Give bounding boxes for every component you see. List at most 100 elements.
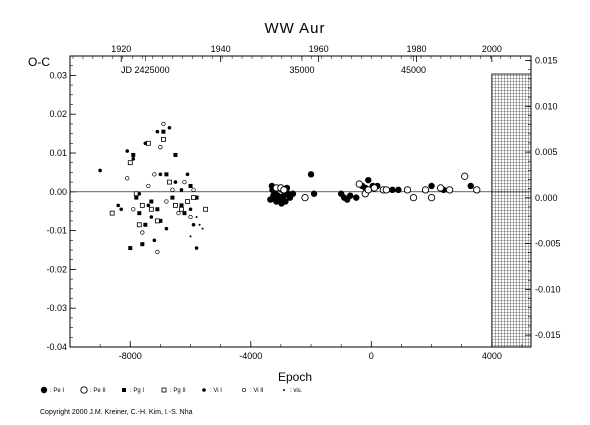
jd-label: 35000	[289, 65, 314, 75]
point-vis	[189, 235, 192, 238]
point-vi-ii	[164, 199, 169, 204]
right-y-tick-label: 0.005	[535, 147, 558, 157]
point-pe-i	[307, 171, 315, 178]
x-tick-label: 0	[369, 351, 374, 361]
point-pe-i	[310, 190, 318, 197]
y-tick-label: 0.03	[49, 70, 67, 80]
point-vi-i	[158, 172, 163, 177]
y-tick-label: 0.01	[49, 148, 67, 158]
y-tick-label: 0.02	[49, 109, 67, 119]
point-pg-i	[155, 207, 160, 212]
point-pg-i	[161, 129, 166, 134]
legend-symbol-filled-square	[122, 388, 126, 392]
point-pe-ii	[355, 180, 363, 188]
point-pe-ii	[301, 193, 309, 202]
right-y-tick-label: -0.015	[535, 330, 561, 340]
point-pg-i	[134, 195, 139, 200]
x-tick-label: -8000	[119, 351, 142, 361]
top-year-label: 1980	[406, 44, 426, 54]
point-vis	[201, 227, 204, 230]
point-vis	[198, 223, 201, 226]
legend-label: : Vi I	[210, 388, 222, 394]
point-pe-i	[389, 186, 396, 194]
point-pg-i	[173, 152, 178, 157]
y-tick-label: -0.03	[46, 303, 67, 313]
x-tick-label: 4000	[482, 351, 502, 361]
point-vi-i	[188, 207, 193, 212]
point-vi-ii	[152, 172, 157, 177]
point-pg-i	[188, 183, 193, 188]
point-pg-ii	[179, 206, 184, 212]
point-vis	[195, 216, 198, 219]
point-vi-ii	[125, 176, 130, 181]
right-y-tick-label: 0.010	[535, 101, 558, 111]
point-vi-ii	[176, 210, 181, 216]
point-vi-i	[98, 168, 102, 173]
y-axis-label: O-C	[28, 55, 50, 69]
point-vi-i	[143, 141, 148, 146]
top-year-label: 2000	[482, 44, 502, 54]
right-y-tick-label: -0.005	[535, 239, 561, 249]
point-pe-i	[395, 186, 402, 194]
x-tick-label: -4000	[239, 351, 262, 361]
point-vi-i	[155, 129, 160, 134]
legend-label: : vis.	[290, 388, 303, 394]
point-vi-i	[137, 191, 142, 196]
point-vi-ii	[158, 145, 163, 150]
point-vi-ii	[146, 183, 151, 189]
point-pg-i	[140, 242, 145, 247]
right-y-tick-label: -0.010	[535, 284, 561, 294]
point-pg-ii	[154, 218, 160, 224]
point-pg-i	[164, 172, 169, 177]
point-pe-ii	[382, 186, 391, 194]
point-pg-i	[194, 195, 199, 200]
point-vi-ii	[188, 214, 193, 220]
y-tick-label: -0.04	[46, 342, 67, 352]
point-vi-i	[149, 215, 154, 219]
point-pg-ii	[127, 160, 133, 166]
y-tick-label: -0.01	[46, 226, 67, 236]
point-vi-i	[119, 207, 124, 212]
top-year-label: 1920	[111, 44, 131, 54]
copyright-note: Copyright 2000 J.M. Kreiner, C.-H. Kim, …	[40, 409, 193, 416]
point-pg-i	[131, 152, 136, 157]
point-pe-i	[272, 190, 279, 197]
point-pg-i	[182, 211, 187, 216]
plot-frame	[69, 55, 532, 348]
legend-symbol-filled-small	[202, 388, 206, 392]
point-vi-i	[146, 203, 151, 208]
point-pe-ii	[409, 193, 418, 202]
top-year-label: 1960	[309, 44, 329, 54]
point-pe-i	[428, 182, 435, 190]
point-pg-i	[149, 199, 154, 204]
x-axis-label: Epoch	[278, 370, 312, 384]
point-vi-ii	[155, 249, 160, 255]
point-vi-ii	[191, 187, 196, 193]
point-vi-i	[167, 125, 172, 130]
point-vi-i	[173, 180, 178, 184]
point-pe-ii	[280, 186, 288, 194]
point-pg-ii	[148, 206, 154, 212]
point-pg-i	[137, 211, 142, 216]
legend-label: : Pe I	[50, 388, 64, 394]
top-year-label: 1940	[211, 44, 231, 54]
point-vi-i	[116, 203, 121, 208]
point-pg-ii	[139, 202, 145, 208]
point-pe-ii	[436, 184, 445, 192]
point-pe-i	[365, 176, 372, 184]
point-pe-ii	[473, 186, 481, 194]
point-pg-i	[170, 195, 175, 200]
point-pg-ii	[167, 179, 172, 185]
point-vi-i	[179, 188, 184, 192]
legend-symbol-open-small	[241, 387, 247, 393]
legend-label: : Pe II	[90, 388, 106, 394]
right-y-tick-label: 0.015	[535, 56, 558, 66]
jd-label: 45000	[401, 65, 426, 75]
chart-title: WW Aur	[265, 20, 326, 37]
point-vi-ii	[140, 230, 145, 235]
point-pe-i	[467, 182, 474, 190]
jd-label: JD 2425000	[121, 65, 170, 75]
point-pe-ii	[421, 186, 430, 194]
point-pe-ii	[403, 186, 412, 194]
